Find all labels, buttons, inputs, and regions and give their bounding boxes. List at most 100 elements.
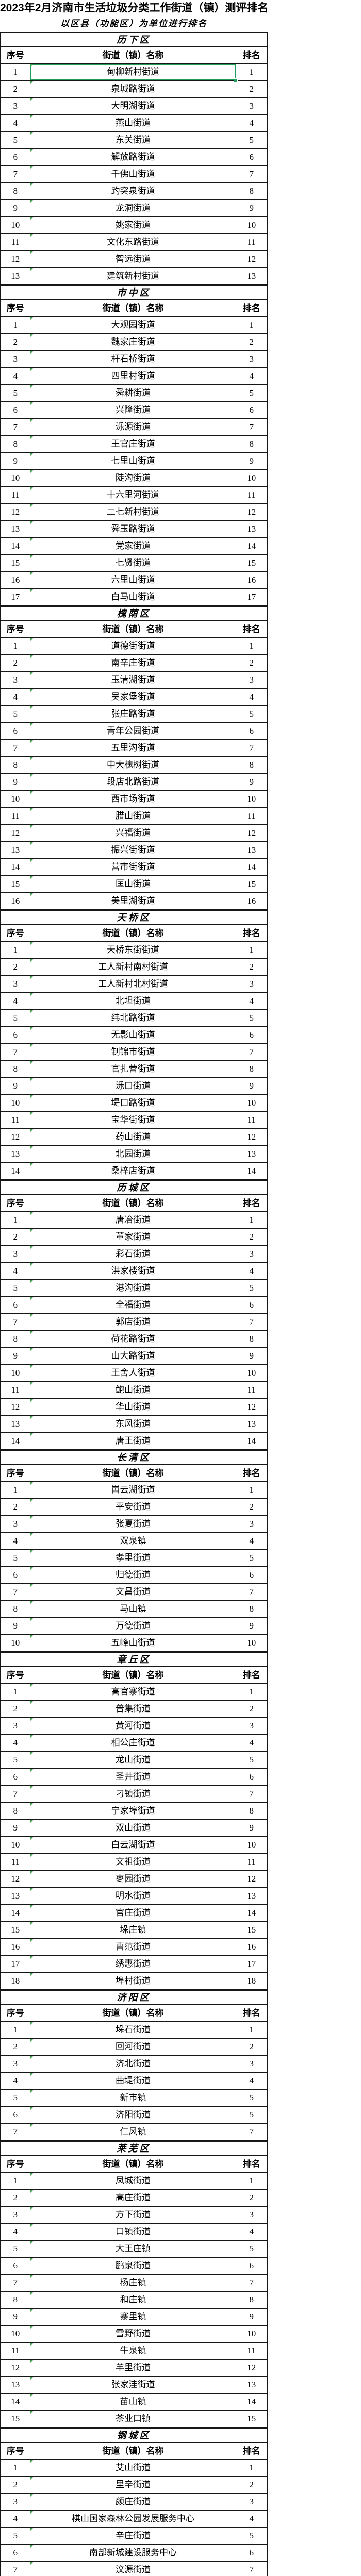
serial-cell[interactable]: 5 bbox=[1, 2241, 30, 2257]
street-name-cell[interactable]: 张庄路街道 bbox=[30, 706, 237, 722]
street-name-cell[interactable]: 洪家楼街道 bbox=[30, 1263, 237, 1279]
street-name-cell[interactable]: 绣惠街道 bbox=[30, 1956, 237, 1972]
serial-cell[interactable]: 4 bbox=[1, 115, 30, 131]
street-name-cell[interactable]: 港沟街道 bbox=[30, 1280, 237, 1296]
street-name-cell[interactable]: 口镇街道 bbox=[30, 2224, 237, 2240]
district-title[interactable]: 历下区 bbox=[1, 32, 267, 47]
serial-cell[interactable]: 7 bbox=[1, 419, 30, 435]
street-name-cell[interactable]: 刁镇街道 bbox=[30, 1786, 237, 1802]
serial-cell[interactable]: 2 bbox=[1, 1701, 30, 1717]
street-name-cell[interactable]: 明水街道 bbox=[30, 1888, 237, 1904]
street-name-cell[interactable]: 王官庄街道 bbox=[30, 436, 237, 452]
street-name-cell[interactable]: 平安街道 bbox=[30, 1499, 237, 1515]
rank-cell[interactable]: 3 bbox=[249, 1721, 254, 1731]
rank-cell[interactable]: 4 bbox=[249, 2227, 254, 2236]
district-title[interactable]: 钢城区 bbox=[1, 2428, 267, 2443]
serial-cell[interactable]: 7 bbox=[1, 2562, 30, 2576]
street-name-cell[interactable]: 青年公园街道 bbox=[30, 723, 237, 739]
serial-cell[interactable]: 2 bbox=[1, 2190, 30, 2206]
rank-cell[interactable]: 4 bbox=[249, 1738, 254, 1748]
street-name-cell[interactable]: 匡山街道 bbox=[30, 876, 237, 892]
rank-cell[interactable]: 7 bbox=[249, 1317, 254, 1327]
rank-cell[interactable]: 1 bbox=[249, 320, 254, 330]
serial-cell[interactable]: 15 bbox=[1, 1922, 30, 1938]
rank-cell[interactable]: 5 bbox=[249, 2093, 254, 2103]
street-name-cell[interactable]: 白云湖街道 bbox=[30, 1837, 237, 1853]
serial-cell[interactable]: 17 bbox=[1, 1956, 30, 1972]
rank-cell[interactable]: 8 bbox=[249, 1334, 254, 1344]
serial-cell[interactable]: 6 bbox=[1, 1567, 30, 1583]
rank-cell[interactable]: 7 bbox=[249, 1789, 254, 1799]
serial-cell[interactable]: 15 bbox=[1, 876, 30, 892]
serial-cell[interactable]: 9 bbox=[1, 1618, 30, 1634]
serial-cell[interactable]: 1 bbox=[1, 64, 30, 80]
street-name-cell[interactable]: 工人新村南村街道 bbox=[30, 959, 237, 975]
serial-cell[interactable]: 7 bbox=[1, 2275, 30, 2291]
serial-cell[interactable]: 14 bbox=[1, 1433, 30, 1449]
street-name-cell[interactable]: 趵突泉街道 bbox=[30, 183, 237, 199]
serial-cell[interactable]: 6 bbox=[1, 2107, 30, 2123]
serial-cell[interactable]: 7 bbox=[1, 1044, 30, 1060]
street-name-cell[interactable]: 宝华街街道 bbox=[30, 1112, 237, 1128]
rank-cell[interactable]: 2 bbox=[249, 1704, 254, 1714]
street-name-cell[interactable]: 燕山街道 bbox=[30, 115, 237, 131]
street-name-cell[interactable]: 埠村街道 bbox=[30, 1973, 237, 1989]
rank-cell[interactable]: 15 bbox=[247, 2414, 256, 2424]
serial-cell[interactable]: 4 bbox=[1, 689, 30, 705]
rank-cell[interactable]: 3 bbox=[249, 1519, 254, 1529]
serial-cell[interactable]: 18 bbox=[1, 1973, 30, 1989]
serial-cell[interactable]: 1 bbox=[1, 638, 30, 654]
street-name-cell[interactable]: 玉清湖街道 bbox=[30, 672, 237, 688]
col-header-serial[interactable]: 序号 bbox=[1, 2443, 30, 2459]
district-title[interactable]: 历城区 bbox=[1, 1180, 267, 1195]
rank-cell[interactable]: 6 bbox=[249, 2548, 254, 2557]
street-name-cell[interactable]: 东风街道 bbox=[30, 1416, 237, 1432]
serial-cell[interactable]: 1 bbox=[1, 317, 30, 333]
street-name-cell[interactable]: 凤城街道 bbox=[30, 2173, 237, 2189]
street-name-cell[interactable]: 唐冶街道 bbox=[30, 1212, 237, 1228]
rank-cell[interactable]: 16 bbox=[247, 575, 256, 585]
street-name-cell[interactable]: 孝里街道 bbox=[30, 1550, 237, 1566]
street-name-cell[interactable]: 大观园街道 bbox=[30, 317, 237, 333]
serial-cell[interactable]: 12 bbox=[1, 1399, 30, 1415]
street-name-cell[interactable]: 高官寨街道 bbox=[30, 1684, 237, 1700]
street-name-cell[interactable]: 建筑新村街道 bbox=[30, 268, 237, 284]
rank-cell[interactable]: 14 bbox=[247, 541, 256, 551]
serial-cell[interactable]: 13 bbox=[1, 2377, 30, 2393]
street-name-cell[interactable]: 吴家堡街道 bbox=[30, 689, 237, 705]
street-name-cell[interactable]: 腊山街道 bbox=[30, 808, 237, 824]
street-name-cell[interactable]: 魏家庄街道 bbox=[30, 334, 237, 350]
serial-cell[interactable]: 7 bbox=[1, 2124, 30, 2140]
rank-cell[interactable]: 3 bbox=[249, 1249, 254, 1259]
serial-cell[interactable]: 10 bbox=[1, 1095, 30, 1111]
rank-cell[interactable]: 10 bbox=[247, 2329, 256, 2338]
rank-cell[interactable]: 1 bbox=[249, 641, 254, 651]
rank-cell[interactable]: 10 bbox=[247, 1840, 256, 1850]
rank-cell[interactable]: 8 bbox=[249, 186, 254, 196]
street-name-cell[interactable]: 和庄镇 bbox=[30, 2292, 237, 2308]
col-header-rank[interactable]: 排名 bbox=[242, 928, 260, 938]
street-name-cell[interactable]: 纬北路街道 bbox=[30, 1010, 237, 1026]
street-name-cell[interactable]: 陡沟街道 bbox=[30, 470, 237, 486]
serial-cell[interactable]: 3 bbox=[1, 2494, 30, 2510]
serial-cell[interactable]: 2 bbox=[1, 2477, 30, 2493]
serial-cell[interactable]: 7 bbox=[1, 1584, 30, 1600]
serial-cell[interactable]: 11 bbox=[1, 1112, 30, 1128]
serial-cell[interactable]: 4 bbox=[1, 368, 30, 384]
serial-cell[interactable]: 1 bbox=[1, 1482, 30, 1498]
serial-cell[interactable]: 3 bbox=[1, 1516, 30, 1532]
rank-cell[interactable]: 12 bbox=[247, 507, 256, 517]
rank-cell[interactable]: 2 bbox=[249, 962, 254, 972]
rank-cell[interactable]: 8 bbox=[249, 1806, 254, 1816]
street-name-cell[interactable]: 全福街道 bbox=[30, 1297, 237, 1313]
rank-cell[interactable]: 4 bbox=[249, 996, 254, 1006]
rank-cell[interactable]: 6 bbox=[249, 1300, 254, 1310]
rank-cell[interactable]: 9 bbox=[249, 1351, 254, 1361]
rank-cell[interactable]: 2 bbox=[249, 1232, 254, 1242]
serial-cell[interactable]: 5 bbox=[1, 1280, 30, 1296]
rank-cell[interactable]: 2 bbox=[249, 2193, 254, 2202]
serial-cell[interactable]: 2 bbox=[1, 1229, 30, 1245]
rank-cell[interactable]: 6 bbox=[249, 152, 254, 162]
street-name-cell[interactable]: 枣园街道 bbox=[30, 1871, 237, 1887]
rank-cell[interactable]: 12 bbox=[247, 828, 256, 838]
